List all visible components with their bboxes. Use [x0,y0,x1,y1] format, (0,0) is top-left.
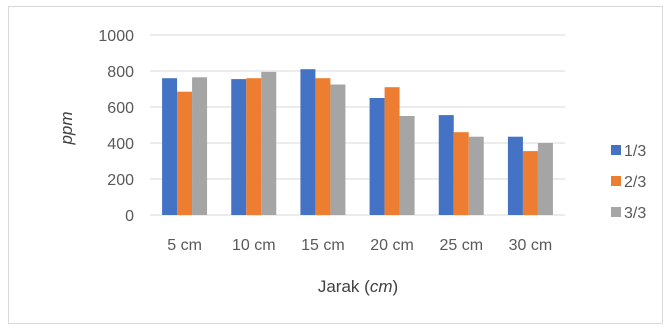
y-axis-title: ppm [57,111,76,145]
legend-swatch-3-3 [611,207,621,217]
y-axis-ticks: 0 200 400 600 800 1000 [98,28,134,225]
y-tick-label: 200 [107,172,134,189]
bar-3-3-30cm [537,143,553,215]
bar-2-3-20cm [384,87,400,215]
bar-2-3-10cm [246,78,262,215]
bar-3-3-25cm [468,136,484,215]
bar-1-3-25cm [438,115,454,215]
bar-2-3-30cm [522,151,538,215]
legend-swatch-2-3 [611,176,621,186]
y-tick-label: 1000 [98,28,134,45]
bar-3-3-10cm [261,71,277,216]
x-tick-label: 25 cm [439,237,483,254]
bar-3-3-5cm [192,77,208,215]
legend-label: 2/3 [624,174,646,191]
y-tick-label: 400 [107,136,134,153]
bars [162,69,553,216]
bar-1-3-10cm [231,79,247,215]
x-tick-label: 30 cm [509,237,553,254]
y-tick-label: 0 [125,208,134,225]
legend-label: 1/3 [624,143,646,160]
legend-swatch-1-3 [611,145,621,155]
x-tick-label: 10 cm [232,237,276,254]
bar-1-3-20cm [369,98,385,215]
legend-label: 3/3 [624,205,646,222]
bar-2-3-25cm [453,132,469,215]
y-tick-label: 800 [107,64,134,81]
x-tick-label: 20 cm [370,237,414,254]
bar-3-3-20cm [399,116,415,215]
bar-1-3-30cm [507,136,523,215]
bar-3-3-15cm [330,84,346,215]
gridlines [150,34,565,216]
x-tick-label: 15 cm [301,237,345,254]
x-axis-ticks: 5 cm 10 cm 15 cm 20 cm 25 cm 30 cm [167,237,552,254]
x-tick-label: 5 cm [167,237,202,254]
bar-2-3-15cm [315,78,331,215]
legend: 1/3 2/3 3/3 [611,143,646,222]
bar-1-3-5cm [162,78,178,215]
y-tick-label: 600 [107,100,134,117]
bar-1-3-15cm [300,69,316,215]
x-axis-title: Jarak (cm) [318,277,398,296]
bar-2-3-5cm [177,91,193,215]
